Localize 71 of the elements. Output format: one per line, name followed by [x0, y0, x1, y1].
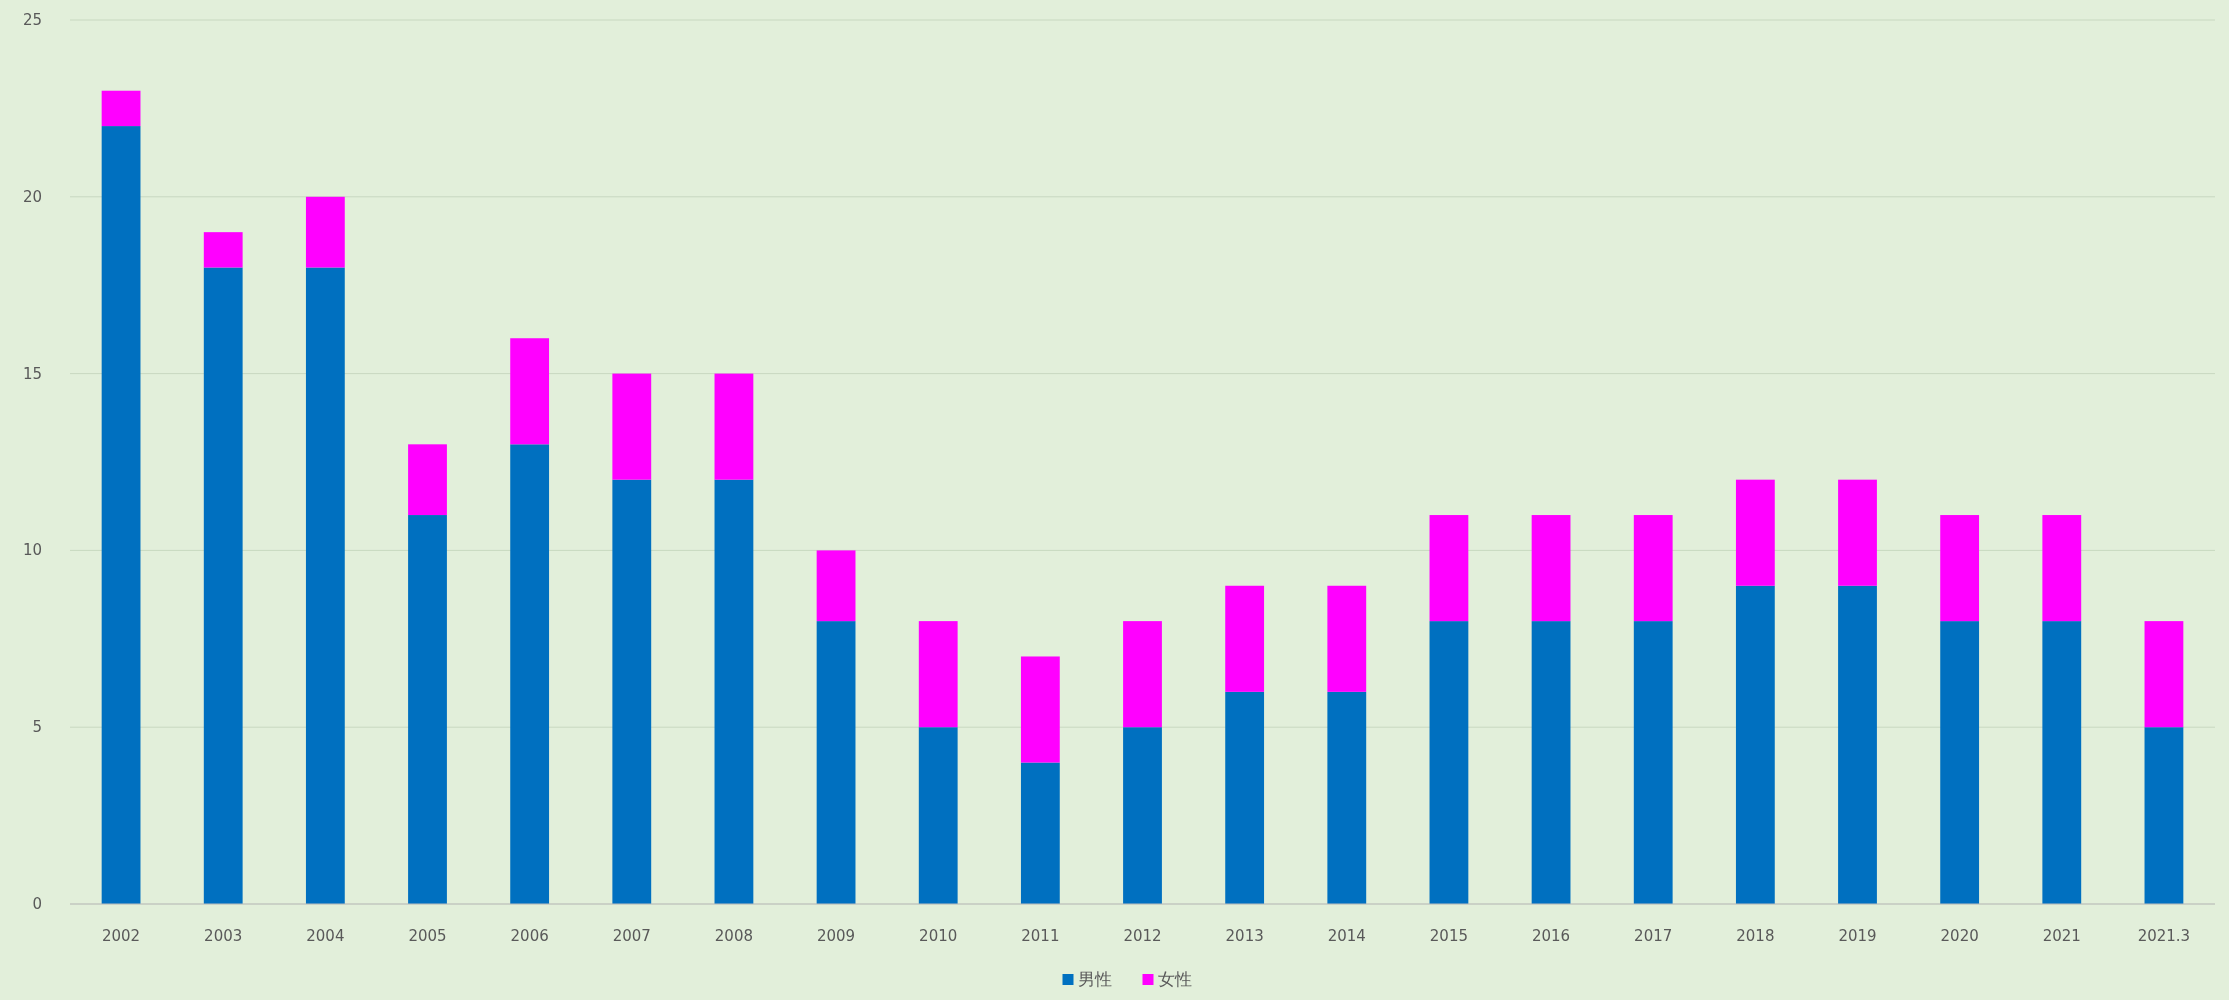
x-tick-label: 2003	[204, 927, 243, 945]
bar	[1838, 479, 1877, 586]
bar	[203, 232, 243, 268]
y-tick-label: 20	[22, 187, 42, 206]
bar	[510, 444, 550, 904]
bar	[1633, 621, 1673, 904]
bar	[203, 267, 243, 904]
bar	[2144, 727, 2184, 904]
bar	[1429, 621, 1469, 904]
bar	[1838, 585, 1877, 904]
bar	[1225, 691, 1265, 904]
bar	[305, 267, 345, 904]
x-tick-label: 2014	[1327, 927, 1366, 945]
x-tick-label: 2017	[1634, 927, 1673, 945]
bar	[714, 373, 754, 480]
x-tick-label: 2004	[306, 927, 345, 945]
bar	[918, 621, 958, 728]
bar	[2042, 515, 2082, 622]
bar	[1327, 691, 1367, 904]
bar	[1123, 621, 1162, 728]
bar	[305, 196, 345, 268]
x-tick-label: 2009	[816, 927, 856, 945]
legend-label: 男性	[1077, 969, 1112, 989]
legend-label: 女性	[1157, 969, 1192, 989]
x-tick-label: 2005	[408, 927, 447, 945]
bar	[1735, 479, 1775, 586]
x-tick-label: 2010	[919, 927, 958, 945]
bar	[408, 515, 447, 904]
bar	[1735, 585, 1775, 904]
x-tick-label: 2021	[2042, 927, 2081, 945]
x-tick-label: 2008	[714, 927, 754, 945]
bar	[714, 479, 754, 904]
bar	[1940, 621, 1980, 904]
x-tick-label: 2007	[612, 927, 651, 945]
bar	[101, 126, 141, 904]
bar	[1020, 762, 1060, 904]
bar	[1531, 515, 1571, 622]
bar	[1123, 727, 1162, 904]
bar	[1225, 585, 1265, 692]
bar	[2042, 621, 2082, 904]
y-tick-label: 15	[22, 364, 42, 383]
bar	[2144, 621, 2184, 728]
x-tick-label: 2020	[1940, 927, 1979, 945]
x-tick-label: 2013	[1225, 927, 1264, 945]
y-tick-label: 10	[22, 541, 42, 560]
x-tick-label: 2019	[1838, 927, 1877, 945]
x-tick-label: 2015	[1429, 927, 1469, 945]
x-tick-label: 2021.3	[2137, 927, 2191, 945]
y-tick-label: 0	[32, 895, 42, 913]
bar	[612, 479, 652, 904]
bar	[1429, 515, 1469, 622]
y-tick-label: 25	[22, 11, 42, 29]
bar	[408, 444, 447, 516]
bar	[816, 621, 856, 904]
bar	[1633, 515, 1673, 622]
x-tick-label: 2016	[1531, 927, 1571, 945]
x-tick-label: 2006	[510, 927, 549, 945]
y-tick-label: 5	[32, 718, 42, 737]
x-tick-label: 2018	[1736, 927, 1775, 945]
bar	[101, 90, 141, 127]
x-tick-label: 2011	[1021, 927, 1060, 945]
x-tick-label: 2002	[101, 927, 141, 945]
bar	[510, 338, 550, 445]
bar	[1531, 621, 1571, 904]
bar	[816, 550, 856, 622]
bar	[612, 373, 652, 480]
bar	[1940, 515, 1980, 622]
bar	[918, 727, 958, 904]
bar	[1327, 585, 1367, 692]
x-tick-label: 2012	[1123, 927, 1162, 945]
bar	[1020, 656, 1060, 763]
